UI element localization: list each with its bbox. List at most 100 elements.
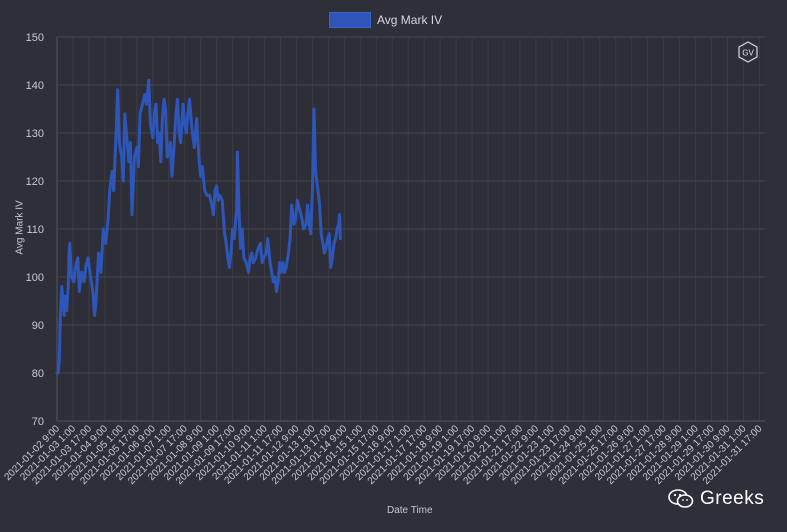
data-point bbox=[153, 112, 156, 116]
data-point bbox=[193, 146, 196, 149]
legend[interactable]: Avg Mark IV bbox=[329, 12, 442, 28]
data-point bbox=[237, 208, 241, 212]
data-point bbox=[252, 261, 255, 264]
data-point bbox=[125, 141, 129, 144]
data-point bbox=[195, 117, 198, 120]
data-point bbox=[74, 266, 77, 269]
gv-logo-icon: GV bbox=[737, 41, 759, 63]
data-point bbox=[296, 198, 299, 202]
data-point bbox=[232, 237, 236, 240]
data-point bbox=[110, 170, 114, 173]
data-point bbox=[78, 290, 81, 293]
data-point bbox=[288, 237, 292, 240]
data-point bbox=[188, 98, 191, 101]
data-point bbox=[141, 102, 144, 106]
data-point bbox=[239, 246, 242, 250]
data-point bbox=[67, 251, 71, 255]
data-point bbox=[174, 112, 178, 116]
data-point bbox=[220, 198, 224, 202]
data-point bbox=[266, 237, 270, 240]
data-point bbox=[240, 227, 244, 231]
data-point bbox=[216, 198, 220, 202]
data-point bbox=[159, 160, 163, 164]
data-point bbox=[173, 141, 176, 144]
data-point bbox=[294, 218, 298, 221]
watermark-text: Greeks bbox=[700, 488, 765, 509]
data-point bbox=[120, 155, 123, 159]
data-point bbox=[157, 131, 161, 135]
data-point bbox=[82, 280, 86, 284]
data-point bbox=[224, 242, 228, 245]
y-tick-label: 80 bbox=[32, 368, 44, 380]
y-tick-label: 150 bbox=[26, 32, 44, 44]
y-tick-label: 100 bbox=[26, 272, 44, 284]
data-point bbox=[287, 251, 290, 255]
data-point bbox=[183, 122, 186, 125]
data-point bbox=[290, 203, 294, 207]
data-point bbox=[236, 150, 239, 154]
data-point bbox=[270, 270, 274, 274]
data-point bbox=[250, 251, 254, 255]
data-point bbox=[181, 102, 185, 106]
data-point bbox=[164, 107, 167, 111]
legend-swatch bbox=[329, 12, 371, 28]
data-point bbox=[244, 261, 248, 264]
data-point bbox=[102, 227, 105, 231]
data-point bbox=[65, 309, 68, 312]
data-point bbox=[229, 251, 233, 255]
y-tick-label: 90 bbox=[32, 320, 44, 332]
data-point bbox=[93, 314, 96, 317]
data-point bbox=[129, 141, 132, 144]
y-axis-title: Avg Mark IV bbox=[14, 200, 26, 255]
data-point bbox=[248, 256, 252, 260]
data-point bbox=[300, 218, 304, 221]
data-point bbox=[138, 112, 142, 116]
data-point bbox=[145, 102, 148, 106]
data-point bbox=[284, 266, 288, 269]
data-point bbox=[123, 112, 127, 116]
data-point bbox=[167, 150, 170, 154]
data-point bbox=[86, 256, 90, 260]
data-point bbox=[112, 189, 115, 192]
data-point bbox=[89, 275, 92, 279]
data-point bbox=[147, 78, 151, 82]
data-point bbox=[242, 256, 246, 260]
y-tick-label: 110 bbox=[26, 224, 44, 236]
data-point bbox=[94, 299, 98, 303]
y-tick-label: 120 bbox=[26, 176, 44, 188]
data-point bbox=[201, 165, 204, 168]
data-point bbox=[262, 256, 266, 260]
data-point bbox=[280, 270, 283, 274]
data-point bbox=[323, 251, 326, 255]
data-point bbox=[177, 131, 181, 135]
data-point bbox=[339, 237, 342, 240]
wechat-icon bbox=[668, 489, 694, 508]
data-point bbox=[283, 270, 286, 274]
data-point bbox=[58, 318, 62, 322]
data-point bbox=[311, 189, 314, 192]
data-point bbox=[116, 88, 119, 92]
data-point bbox=[314, 170, 317, 173]
data-point bbox=[205, 194, 209, 197]
data-point bbox=[259, 242, 262, 245]
data-point bbox=[309, 232, 313, 236]
data-point bbox=[312, 107, 316, 111]
data-point bbox=[335, 227, 339, 231]
data-point bbox=[247, 270, 250, 274]
data-point bbox=[302, 227, 305, 231]
y-tick-label: 130 bbox=[26, 128, 44, 140]
data-point bbox=[326, 237, 329, 240]
data-point bbox=[337, 222, 341, 226]
data-point bbox=[332, 242, 336, 245]
data-point bbox=[331, 256, 334, 260]
data-point bbox=[186, 112, 190, 116]
data-point bbox=[130, 213, 134, 216]
data-point bbox=[76, 256, 80, 260]
data-point bbox=[106, 218, 110, 221]
data-point bbox=[264, 251, 268, 255]
data-point bbox=[210, 203, 214, 207]
data-point bbox=[99, 270, 103, 274]
data-point bbox=[268, 261, 272, 264]
data-point bbox=[260, 261, 264, 264]
data-point bbox=[208, 194, 211, 197]
